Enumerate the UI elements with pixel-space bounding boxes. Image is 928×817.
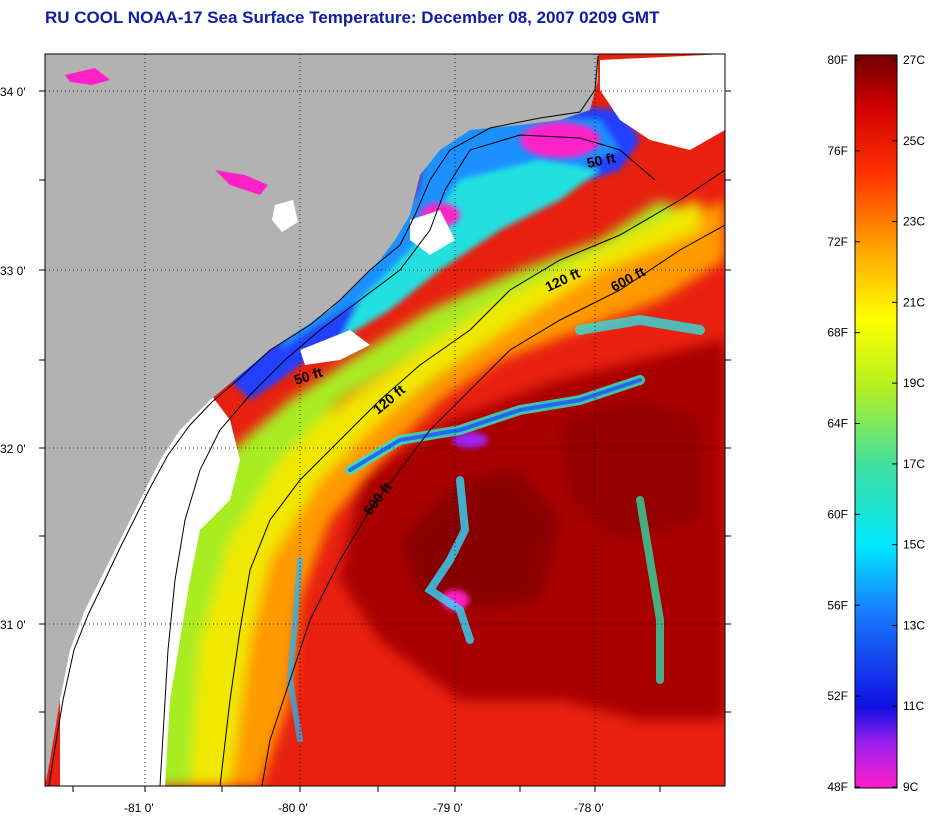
lon-label: -78 0' [574,801,604,815]
colorbar-c-label: 25C [903,134,925,148]
colorbar-f-label: 60F [827,507,848,521]
cold-shelf-water [230,105,640,400]
colorbar-c-label: 27C [903,53,925,67]
lat-label: 34 0' [0,85,26,99]
contour-50ft [159,134,656,786]
map-frame [44,53,726,787]
colorbar-c-label: 15C [903,538,925,552]
colorbar-f-label: 64F [827,417,848,431]
colorbar-f-label: 48F [827,780,848,794]
lon-label: -79 0' [433,801,463,815]
coastline [48,55,599,786]
lon-label: -80 0' [278,801,308,815]
lat-label: 33 0' [0,264,26,278]
colorbar-f-label: 56F [827,598,848,612]
colorbar-f-label: 80F [827,53,848,67]
colorbar-f-ticks: 80F 76F 72F 68F 64F 60F 56F 52F 48F [827,53,860,794]
map-title: RU COOL NOAA-17 Sea Surface Temperature:… [45,8,660,27]
colorbar-c-label: 23C [903,215,925,229]
cold-filaments [286,314,705,743]
graticule [45,54,725,786]
inland-lake [65,68,110,85]
lat-label: 32 0' [0,442,26,456]
colorbar-c-label: 13C [903,618,925,632]
colorbar-f-label: 76F [827,144,848,158]
ticks [39,90,731,792]
lat-label: 31 0' [0,618,26,632]
colorbar-c-ticks: 27C 25C 23C 21C 19C 17C 15C 13C 11C 9C [892,53,925,794]
land [45,54,598,786]
inland-lake [215,170,268,195]
colorbar-c-label: 11C [903,699,924,713]
contour-120ft [219,169,725,786]
colorbar-c-label: 9C [903,780,919,794]
colorbar-gradient [854,54,898,789]
colorbar-c-label: 19C [903,376,925,390]
colorbar-f-label: 68F [827,326,848,340]
colorbar-c-label: 17C [903,457,925,471]
transition-band [140,200,725,786]
cloud-mask [60,54,725,786]
colorbar-f-label: 52F [827,689,848,703]
contour-label: 50 ft [585,149,617,171]
colorbar-f-label: 72F [827,235,848,249]
colorbar-c-label: 21C [903,295,925,309]
inland-cloud [272,200,298,232]
lon-label: -81 0' [124,801,154,815]
contour-600ft [261,224,725,786]
